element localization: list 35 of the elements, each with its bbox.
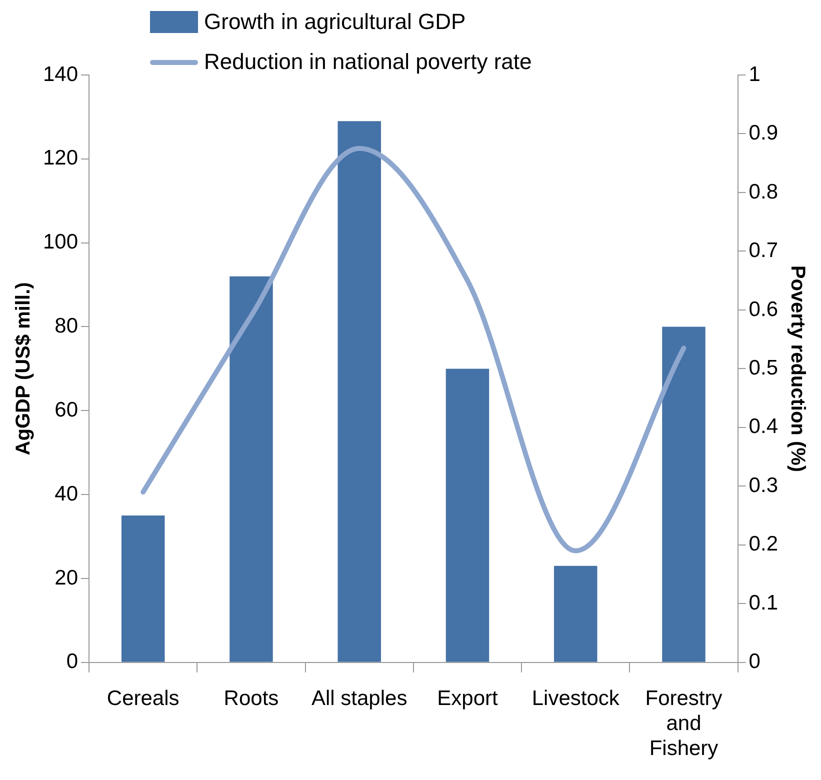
bar xyxy=(554,566,598,662)
y-tick-label: 120 xyxy=(42,146,78,170)
y2-tick-label: 0.6 xyxy=(748,298,778,321)
x-tick-label: Cereals xyxy=(106,686,180,710)
y-axis-title: AgGDP (US$ mill.) xyxy=(12,282,35,456)
x-tick-label: Export xyxy=(437,686,498,710)
y2-tick-label: 0.8 xyxy=(748,180,778,204)
legend-label: Reduction in national poverty rate xyxy=(204,49,532,75)
y-tick-label: 40 xyxy=(54,482,78,506)
y2-tick-label: 0.9 xyxy=(748,122,778,145)
bar xyxy=(230,276,273,662)
y-tick-label: 140 xyxy=(42,62,78,86)
y-tick-label: 60 xyxy=(54,398,78,422)
y-tick-label: 20 xyxy=(54,566,78,590)
bar xyxy=(121,516,165,662)
legend-label: Growth in agricultural GDP xyxy=(204,9,466,35)
y2-tick-label: 0.5 xyxy=(748,356,778,380)
y2-axis-title: Poverty reduction (%) xyxy=(786,265,808,472)
bar xyxy=(662,326,706,662)
y2-tick-label: 0 xyxy=(748,650,760,674)
x-tick-label: Forestry and Fishery xyxy=(645,686,723,760)
y2-tick-label: 0.2 xyxy=(748,532,778,556)
y2-tick-label: 0.3 xyxy=(748,474,778,497)
y2-tick-label: 0.1 xyxy=(748,591,778,614)
x-tick-label: Roots xyxy=(224,686,279,710)
y-tick-label: 100 xyxy=(42,230,78,254)
bar xyxy=(338,121,381,662)
y-tick-label: 0 xyxy=(66,650,78,674)
bar xyxy=(446,368,490,662)
y-tick-label: 80 xyxy=(54,314,78,338)
y2-tick-label: 0.7 xyxy=(748,239,778,262)
y2-tick-label: 1 xyxy=(748,62,760,86)
y2-tick-label: 0.4 xyxy=(748,415,778,438)
x-tick-label: Livestock xyxy=(532,686,620,710)
x-tick-label: All staples xyxy=(312,686,408,710)
